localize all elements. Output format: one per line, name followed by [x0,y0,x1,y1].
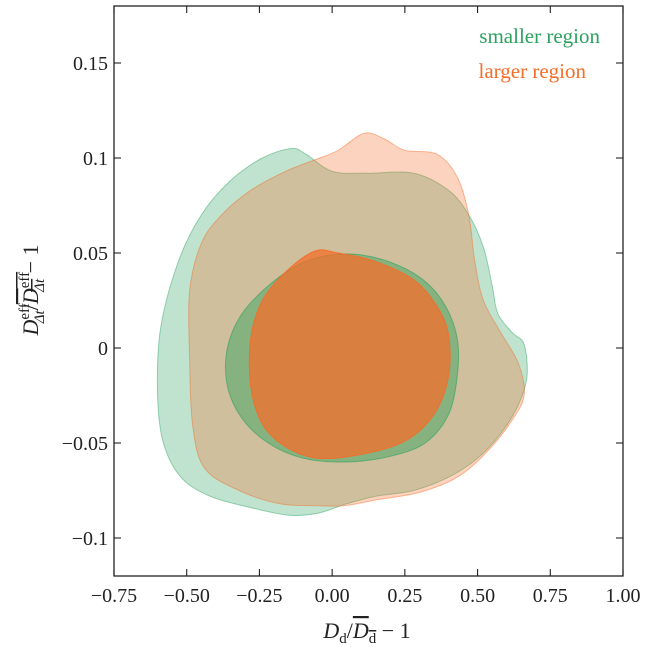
x-tick-label: 1.00 [606,585,641,607]
y-tick-label: 0.05 [73,243,108,265]
legend-label-smaller-region: smaller region [479,24,600,48]
x-tick-label: 0.25 [387,585,422,607]
legend-label-larger-region: larger region [479,59,587,83]
x-tick-label: −0.50 [164,585,210,607]
x-tick-label: 0.50 [460,585,495,607]
x-tick-label: −0.25 [236,585,282,607]
x-tick-label: 0.00 [315,585,350,607]
y-tick-label: −0.05 [62,433,108,455]
y-tick-label: 0.15 [73,53,108,75]
y-axis: −0.1 −0.05 0 0.05 0.1 0.15 [62,53,623,550]
y-tick-label: 0 [98,338,108,360]
contour-layer [156,132,528,517]
x-tick-label: 0.75 [533,585,568,607]
contour-larger-region-inner [248,249,451,460]
y-axis-label: DeffΔt/DeffΔt − 1 [17,244,48,336]
plot-frame [113,5,624,577]
x-axis-label: Dd/Dd − 1 [322,618,410,647]
svg-text:DeffΔt/DeffΔt − 1: DeffΔt/DeffΔt − 1 [17,244,48,336]
svg-text:Dd/Dd − 1: Dd/Dd − 1 [322,618,410,647]
x-tick-label: −0.75 [91,585,137,607]
y-tick-label: −0.1 [72,528,108,550]
y-tick-label: 0.1 [83,148,108,170]
x-axis: −0.75 −0.50 −0.25 0.00 0.25 0.50 0.75 1.00 [91,6,641,607]
legend: smaller region larger region [479,24,601,83]
